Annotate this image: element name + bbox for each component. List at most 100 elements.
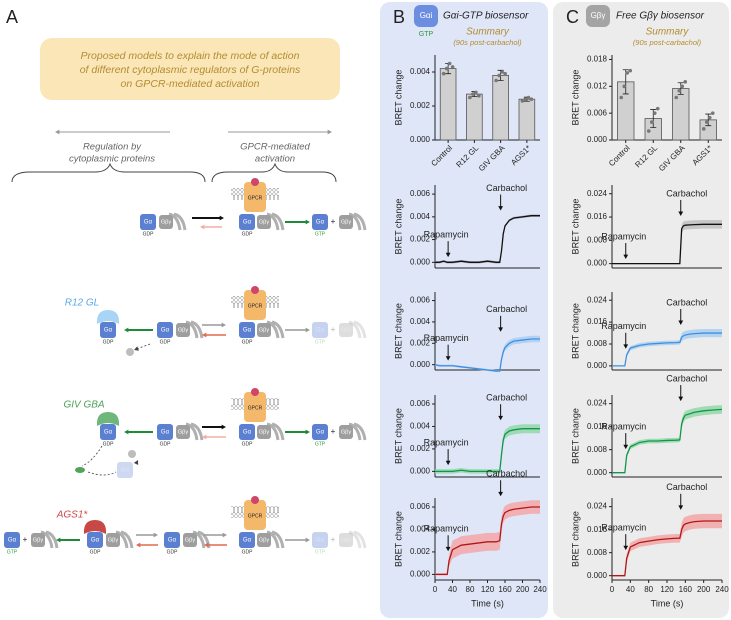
plus: + [331, 325, 336, 334]
arrow-head [133, 460, 139, 465]
arrow-head [445, 546, 451, 552]
g-alpha-label: Gα [8, 538, 17, 544]
annotation: Rapamycin [424, 438, 469, 448]
panel-label: B [393, 7, 405, 27]
gdp-label: GDP [103, 339, 115, 345]
g-alpha-label: Gα [161, 328, 170, 334]
gdp-label: GDP [242, 549, 254, 555]
arrow-head [678, 211, 684, 216]
g-beta-gamma [257, 215, 271, 229]
g-beta-gamma [339, 323, 353, 337]
x-tick-label: 40 [626, 585, 635, 594]
g-beta-gamma-tail [348, 530, 367, 549]
g-beta-gamma-label: Gβγ [341, 537, 351, 543]
arrow-head [498, 491, 504, 497]
g-beta-gamma [257, 533, 271, 547]
g-beta-gamma-tail [348, 320, 367, 339]
y-tick-label: 0.002 [410, 101, 431, 110]
x-tick-label: 200 [697, 585, 711, 594]
arrow-head [445, 252, 451, 258]
y-tick-label: 0.006 [410, 296, 431, 305]
y-tick-label: 0.004 [410, 212, 431, 221]
box-text: Proposed models to explain the mode of a… [81, 50, 300, 62]
g-alpha [239, 214, 255, 230]
g-alpha [164, 532, 180, 548]
g-alpha-label: Gα [316, 328, 325, 334]
left-header: cytoplasmic proteins [69, 154, 155, 165]
summary-subtitle: (90s post-carbachol) [633, 38, 702, 47]
arrow-head [221, 424, 226, 430]
gpcr [244, 392, 266, 422]
cycle-arrow [81, 445, 103, 467]
arrow-head [124, 327, 129, 333]
data-point [652, 111, 657, 115]
summary-title: Summary [466, 27, 510, 38]
annotation: Rapamycin [601, 421, 646, 431]
plus: + [23, 535, 28, 544]
annotation: Carbachol [486, 393, 527, 403]
g-beta-gamma-tail [185, 320, 204, 339]
trace [612, 223, 722, 265]
bar [439, 68, 457, 141]
bar [518, 98, 536, 141]
panel-title: Free Gβγ biosensor [616, 11, 705, 22]
data-point [704, 120, 709, 124]
agonist [251, 496, 259, 504]
regulator [96, 412, 120, 426]
arrow-head [204, 542, 209, 548]
box-text: of different cytoplasmic regulators of G… [80, 64, 301, 76]
arrow-head [305, 219, 310, 225]
x-tick-label: 240 [533, 585, 547, 594]
g-alpha-label: Gα [316, 538, 325, 544]
gtp-label: GTP [315, 339, 326, 345]
data-point [520, 99, 525, 103]
y-tick-label: 0.016 [587, 212, 608, 221]
y-tick-label: 0.006 [587, 108, 608, 117]
x-tick-label: 200 [516, 585, 530, 594]
g-alpha-label: Gα [243, 220, 252, 226]
y-tick-label: 0.002 [410, 338, 431, 347]
g-beta-gamma [339, 425, 353, 439]
annotation: Rapamycin [424, 524, 469, 534]
arrow-head [124, 429, 129, 435]
box-text: on GPCR-mediated activation [121, 78, 260, 90]
arrow-head [498, 415, 504, 421]
arrow-head [202, 332, 207, 338]
annotation: Rapamycin [601, 321, 646, 331]
y-tick-label: 0.016 [587, 422, 608, 431]
data-point [683, 80, 688, 84]
g-beta-gamma [176, 425, 190, 439]
g-beta-gamma-label: Gβγ [108, 537, 118, 543]
y-tick-label: 0.024 [587, 295, 608, 304]
gpcr-label: GPCR [248, 195, 263, 201]
data-point [441, 71, 446, 76]
icon [414, 5, 438, 27]
y-tick-label: 0.000 [410, 257, 431, 266]
trace [612, 332, 722, 367]
gtp-label: GTP [315, 441, 326, 447]
arrow-head [623, 254, 629, 260]
g-alpha-label: Gα [168, 538, 177, 544]
plus: + [331, 217, 336, 226]
arrow-head [219, 215, 224, 221]
gdp-label: GDP [242, 231, 254, 237]
y-tick-label: 0.002 [410, 547, 431, 556]
gdp-label: GDP [160, 339, 172, 345]
y-axis-label: BRET change [393, 199, 403, 255]
y-tick-label: 0.008 [587, 548, 608, 557]
arrow-head [327, 129, 332, 135]
y-tick-label: 0.000 [587, 135, 608, 144]
arrow-head [153, 532, 158, 538]
error-bar [677, 82, 684, 95]
x-tick-label: 80 [466, 585, 475, 594]
data-point [474, 90, 478, 95]
data-point [707, 115, 712, 120]
data-point [471, 92, 475, 96]
x-tick-label: 240 [715, 585, 729, 594]
g-beta-gamma-tail [266, 530, 285, 549]
g-alpha [312, 214, 328, 230]
g-beta-gamma-tail [40, 530, 59, 549]
gtp-label: GTP [315, 231, 326, 237]
data-point [494, 78, 498, 83]
